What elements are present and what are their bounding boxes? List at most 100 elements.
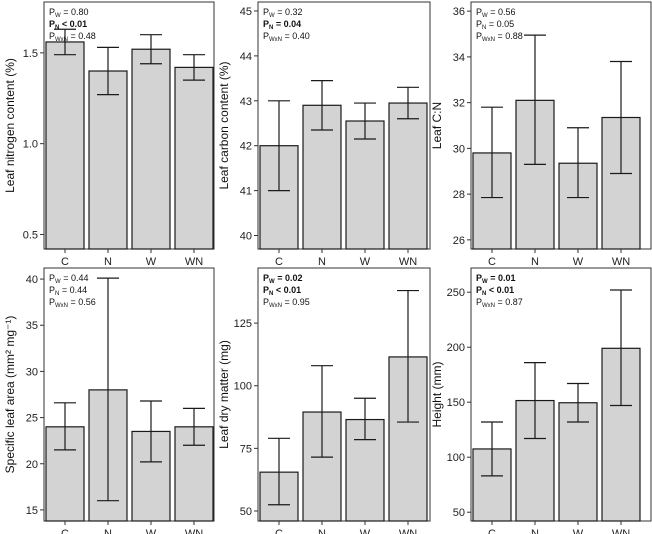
stat-annotation: PW = 0.32 bbox=[263, 7, 302, 19]
bar-C bbox=[45, 41, 85, 250]
stat-annotation: PWxN = 0.87 bbox=[476, 297, 523, 309]
error-bar-W bbox=[354, 397, 376, 441]
x-tick-label: WN bbox=[399, 256, 417, 268]
error-bar-C bbox=[481, 106, 503, 199]
y-tick-label: 50 bbox=[240, 506, 252, 518]
x-tick-label: N bbox=[104, 528, 112, 534]
x-tick-label: W bbox=[573, 256, 584, 268]
x-tick-label: WN bbox=[612, 528, 630, 534]
error-bar-N bbox=[524, 362, 546, 440]
stat-annotation: PN = 0.44 bbox=[49, 285, 87, 297]
y-tick-label: 25 bbox=[26, 413, 38, 425]
panel-frame bbox=[257, 267, 431, 522]
error-bar-W bbox=[140, 400, 162, 463]
stat-annotation: PWxN = 0.56 bbox=[49, 297, 96, 309]
stat-annotation: PW = 0.02 bbox=[263, 273, 302, 285]
panel-carbon: 40 41 42 43 44 45 Leaf carbon content (%) C N W WN… bbox=[217, 1, 431, 268]
stat-annotation: PN < 0.01 bbox=[476, 285, 514, 297]
stat-annotation: PN = 0.04 bbox=[263, 19, 301, 31]
y-tick-label: 40 bbox=[26, 274, 38, 286]
x-tick-label: W bbox=[573, 528, 584, 534]
error-bar-WN bbox=[183, 54, 205, 81]
y-tick-label: 42 bbox=[240, 141, 252, 153]
error-bar-WN bbox=[610, 289, 632, 407]
bar-N bbox=[88, 70, 128, 250]
error-bar-WN bbox=[610, 60, 632, 175]
stat-annotation: PW = 0.56 bbox=[476, 7, 515, 19]
stat-annotation: PN = 0.05 bbox=[476, 19, 514, 31]
y-tick-label: 20 bbox=[26, 459, 38, 471]
stat-annotation: PWxN = 0.95 bbox=[263, 297, 310, 309]
error-bar-C bbox=[268, 100, 290, 192]
y-axis-label: Leaf nitrogen content (%) bbox=[3, 58, 17, 193]
y-axis-label: Specific leaf area (mm² mg⁻¹) bbox=[3, 316, 17, 474]
bar-W bbox=[345, 120, 385, 250]
y-tick-label: 41 bbox=[240, 186, 252, 198]
y-tick-label: 250 bbox=[447, 287, 465, 299]
y-tick-label: 125 bbox=[234, 318, 252, 330]
x-tick-label: C bbox=[488, 528, 496, 534]
y-tick-label: 100 bbox=[447, 452, 465, 464]
stat-annotation: PWxN = 0.48 bbox=[49, 31, 96, 43]
x-tick-label: N bbox=[104, 256, 112, 268]
x-tick-label: WN bbox=[185, 528, 203, 534]
y-tick-label: 26 bbox=[453, 235, 465, 247]
x-tick-label: WN bbox=[612, 256, 630, 268]
y-tick-label: 1.0 bbox=[23, 139, 38, 151]
x-tick-label: W bbox=[146, 528, 157, 534]
y-tick-label: 1.5 bbox=[23, 48, 38, 60]
error-bar-W bbox=[567, 127, 589, 199]
y-tick-label: 200 bbox=[447, 342, 465, 354]
panel-frame bbox=[43, 267, 215, 522]
x-tick-label: WN bbox=[399, 528, 417, 534]
y-tick-label: 100 bbox=[234, 381, 252, 393]
error-bar-N bbox=[524, 34, 546, 165]
error-bar-C bbox=[54, 402, 76, 451]
y-tick-label: 15 bbox=[26, 505, 38, 517]
y-tick-label: 30 bbox=[453, 143, 465, 155]
x-tick-label: N bbox=[318, 528, 326, 534]
x-tick-label: W bbox=[360, 256, 371, 268]
panel-frame bbox=[257, 1, 431, 250]
y-axis-label: Height (mm) bbox=[430, 361, 444, 427]
error-bar-C bbox=[481, 421, 503, 477]
y-tick-label: 32 bbox=[453, 98, 465, 110]
bar-WN bbox=[388, 102, 428, 250]
x-tick-label: N bbox=[531, 528, 539, 534]
x-tick-label: C bbox=[61, 528, 69, 534]
x-tick-label: W bbox=[146, 256, 157, 268]
y-tick-label: 50 bbox=[453, 507, 465, 519]
error-bar-W bbox=[354, 102, 376, 140]
y-tick-label: 44 bbox=[240, 51, 252, 63]
x-tick-label: C bbox=[275, 528, 283, 534]
y-axis-label: Leaf carbon content (%) bbox=[217, 61, 231, 189]
error-bar-C bbox=[268, 437, 290, 506]
y-tick-label: 36 bbox=[453, 6, 465, 18]
error-bar-WN bbox=[397, 289, 419, 423]
x-tick-label: C bbox=[488, 256, 496, 268]
stat-annotation: PWxN = 0.40 bbox=[263, 31, 310, 43]
y-tick-label: 0.5 bbox=[23, 229, 38, 241]
error-bar-W bbox=[567, 382, 589, 423]
stat-annotation: PN < 0.01 bbox=[263, 285, 301, 297]
panel-frame bbox=[43, 1, 215, 250]
stat-annotation: PW = 0.44 bbox=[49, 273, 88, 285]
error-bar-WN bbox=[397, 86, 419, 120]
y-tick-label: 75 bbox=[240, 443, 252, 455]
panel-nitrogen: 0.5 1.0 1.5 Leaf nitrogen content (%) C N W WN P… bbox=[3, 1, 215, 268]
error-bar-WN bbox=[183, 407, 205, 446]
y-axis-label: Leaf dry matter (mg) bbox=[217, 340, 231, 449]
stat-annotation: PW = 0.80 bbox=[49, 7, 88, 19]
bar-WN bbox=[174, 66, 214, 250]
y-tick-label: 150 bbox=[447, 397, 465, 409]
y-axis-label: Leaf C:N bbox=[430, 102, 444, 149]
x-tick-label: WN bbox=[185, 256, 203, 268]
panel-sla: 15 20 25 30 35 40 Specific leaf area (mm² mg⁻¹… bbox=[3, 267, 215, 534]
error-bar-N bbox=[311, 79, 333, 131]
y-tick-label: 28 bbox=[453, 189, 465, 201]
y-tick-label: 40 bbox=[240, 231, 252, 243]
bar-W bbox=[131, 48, 171, 250]
